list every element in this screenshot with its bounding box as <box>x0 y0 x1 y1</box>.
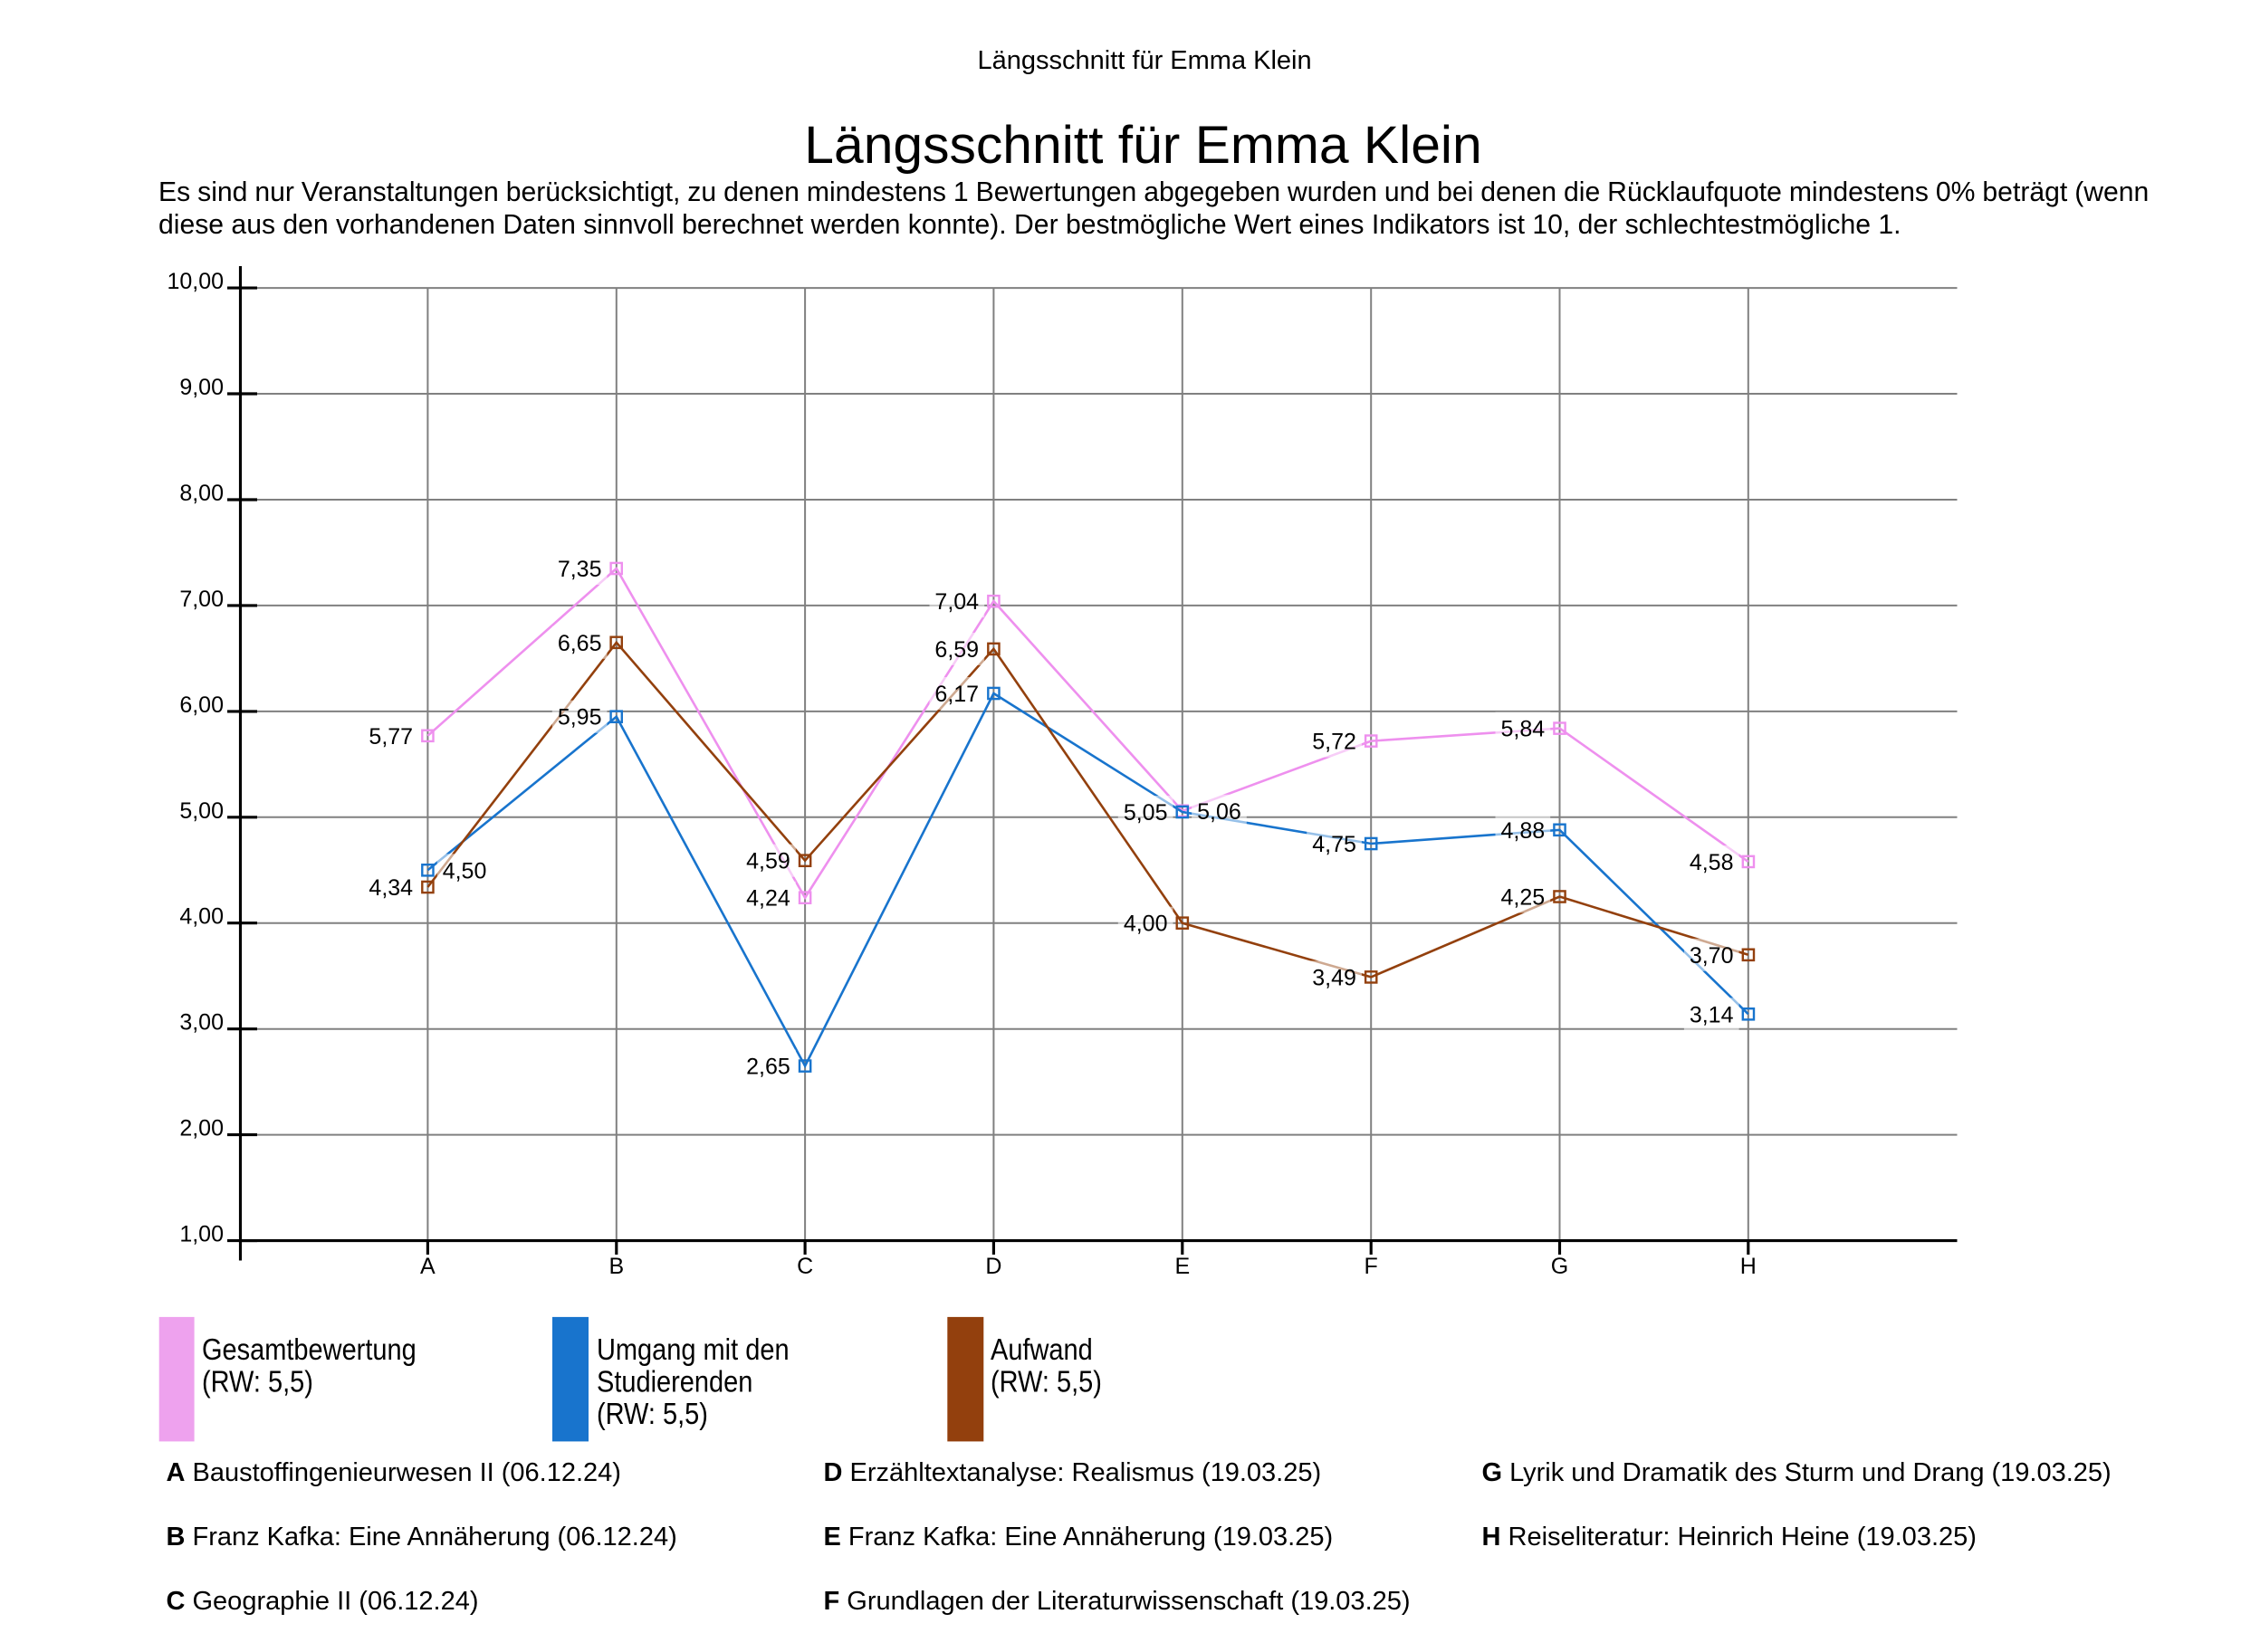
svg-text:(RW: 5,5): (RW: 5,5) <box>597 1397 708 1430</box>
svg-text:Längsschnitt für Emma Klein: Längsschnitt für Emma Klein <box>978 46 1312 75</box>
svg-text:5,77: 5,77 <box>369 724 413 750</box>
svg-text:7,04: 7,04 <box>934 589 979 615</box>
svg-text:7,00: 7,00 <box>179 587 224 612</box>
svg-text:6,17: 6,17 <box>934 682 979 707</box>
svg-text:3,70: 3,70 <box>1690 943 1734 969</box>
svg-text:Aufwand: Aufwand <box>991 1332 1093 1366</box>
svg-text:C: C <box>167 1587 186 1616</box>
svg-text:5,06: 5,06 <box>1197 799 1241 825</box>
svg-text:4,59: 4,59 <box>746 849 790 874</box>
svg-text:G: G <box>1551 1254 1568 1279</box>
svg-text:9,00: 9,00 <box>179 375 224 400</box>
svg-text:Franz Kafka: Eine Annäherung (: Franz Kafka: Eine Annäherung (06.12.24) <box>193 1523 677 1552</box>
svg-text:4,24: 4,24 <box>746 886 790 912</box>
svg-text:5,72: 5,72 <box>1312 730 1356 755</box>
svg-text:B: B <box>608 1254 624 1279</box>
svg-text:5,84: 5,84 <box>1501 717 1546 742</box>
svg-text:Baustoffingenieurwesen II (06.: Baustoffingenieurwesen II (06.12.24) <box>193 1458 621 1487</box>
svg-text:H: H <box>1740 1254 1757 1279</box>
svg-text:4,50: 4,50 <box>443 858 487 883</box>
svg-text:5,00: 5,00 <box>179 798 224 824</box>
svg-text:2,00: 2,00 <box>179 1116 224 1141</box>
svg-text:4,25: 4,25 <box>1501 885 1546 911</box>
svg-text:1,00: 1,00 <box>179 1222 224 1247</box>
svg-text:6,00: 6,00 <box>179 692 224 718</box>
svg-text:Studierenden: Studierenden <box>597 1365 752 1399</box>
svg-text:(RW: 5,5): (RW: 5,5) <box>202 1365 313 1399</box>
svg-text:Gesamtbewertung: Gesamtbewertung <box>202 1332 417 1366</box>
svg-text:4,00: 4,00 <box>179 904 224 930</box>
svg-text:Lyrik und Dramatik des Sturm u: Lyrik und Dramatik des Sturm und Drang (… <box>1509 1458 2112 1487</box>
svg-text:6,59: 6,59 <box>934 637 979 663</box>
svg-text:F: F <box>824 1587 840 1616</box>
svg-text:D: D <box>985 1254 1001 1279</box>
svg-text:(RW: 5,5): (RW: 5,5) <box>991 1365 1102 1399</box>
svg-text:D: D <box>824 1458 843 1487</box>
svg-text:6,65: 6,65 <box>558 631 602 656</box>
svg-text:3,49: 3,49 <box>1312 965 1356 990</box>
svg-text:Umgang mit den: Umgang mit den <box>597 1332 790 1366</box>
svg-text:5,95: 5,95 <box>558 705 602 731</box>
svg-text:diese aus den vorhandenen Date: diese aus den vorhandenen Daten sinnvoll… <box>158 210 1901 240</box>
svg-text:Erzähltextanalyse: Realismus (: Erzähltextanalyse: Realismus (19.03.25) <box>850 1458 1322 1487</box>
svg-text:5,05: 5,05 <box>1124 800 1168 826</box>
svg-text:4,75: 4,75 <box>1312 832 1356 857</box>
svg-text:F: F <box>1365 1254 1378 1279</box>
svg-text:Geographie II (06.12.24): Geographie II (06.12.24) <box>193 1587 479 1616</box>
svg-text:H: H <box>1482 1523 1501 1552</box>
svg-text:Es sind nur Veranstaltungen be: Es sind nur Veranstaltungen berücksichti… <box>158 177 2149 207</box>
svg-text:Grundlagen der Literaturwissen: Grundlagen der Literaturwissenschaft (19… <box>847 1587 1410 1616</box>
svg-text:3,14: 3,14 <box>1690 1002 1734 1027</box>
svg-text:4,58: 4,58 <box>1690 850 1734 875</box>
svg-text:4,88: 4,88 <box>1501 818 1546 844</box>
svg-text:E: E <box>1174 1254 1190 1279</box>
svg-text:B: B <box>167 1523 186 1552</box>
svg-text:4,00: 4,00 <box>1124 912 1168 937</box>
svg-text:Franz Kafka: Eine Annäherung (: Franz Kafka: Eine Annäherung (19.03.25) <box>848 1523 1333 1552</box>
svg-text:8,00: 8,00 <box>179 481 224 506</box>
svg-text:A: A <box>167 1458 186 1487</box>
svg-text:G: G <box>1482 1458 1503 1487</box>
svg-text:7,35: 7,35 <box>558 557 602 582</box>
svg-text:E: E <box>824 1523 841 1552</box>
svg-text:Längsschnitt für Emma Klein: Längsschnitt für Emma Klein <box>804 116 1481 175</box>
svg-text:C: C <box>797 1254 813 1279</box>
svg-text:A: A <box>420 1254 436 1279</box>
svg-text:4,34: 4,34 <box>369 875 413 901</box>
svg-text:Reiseliteratur: Heinrich Heine: Reiseliteratur: Heinrich Heine (19.03.25… <box>1508 1523 1977 1552</box>
svg-text:10,00: 10,00 <box>167 269 224 294</box>
svg-text:3,00: 3,00 <box>179 1010 224 1036</box>
svg-text:2,65: 2,65 <box>746 1055 790 1080</box>
